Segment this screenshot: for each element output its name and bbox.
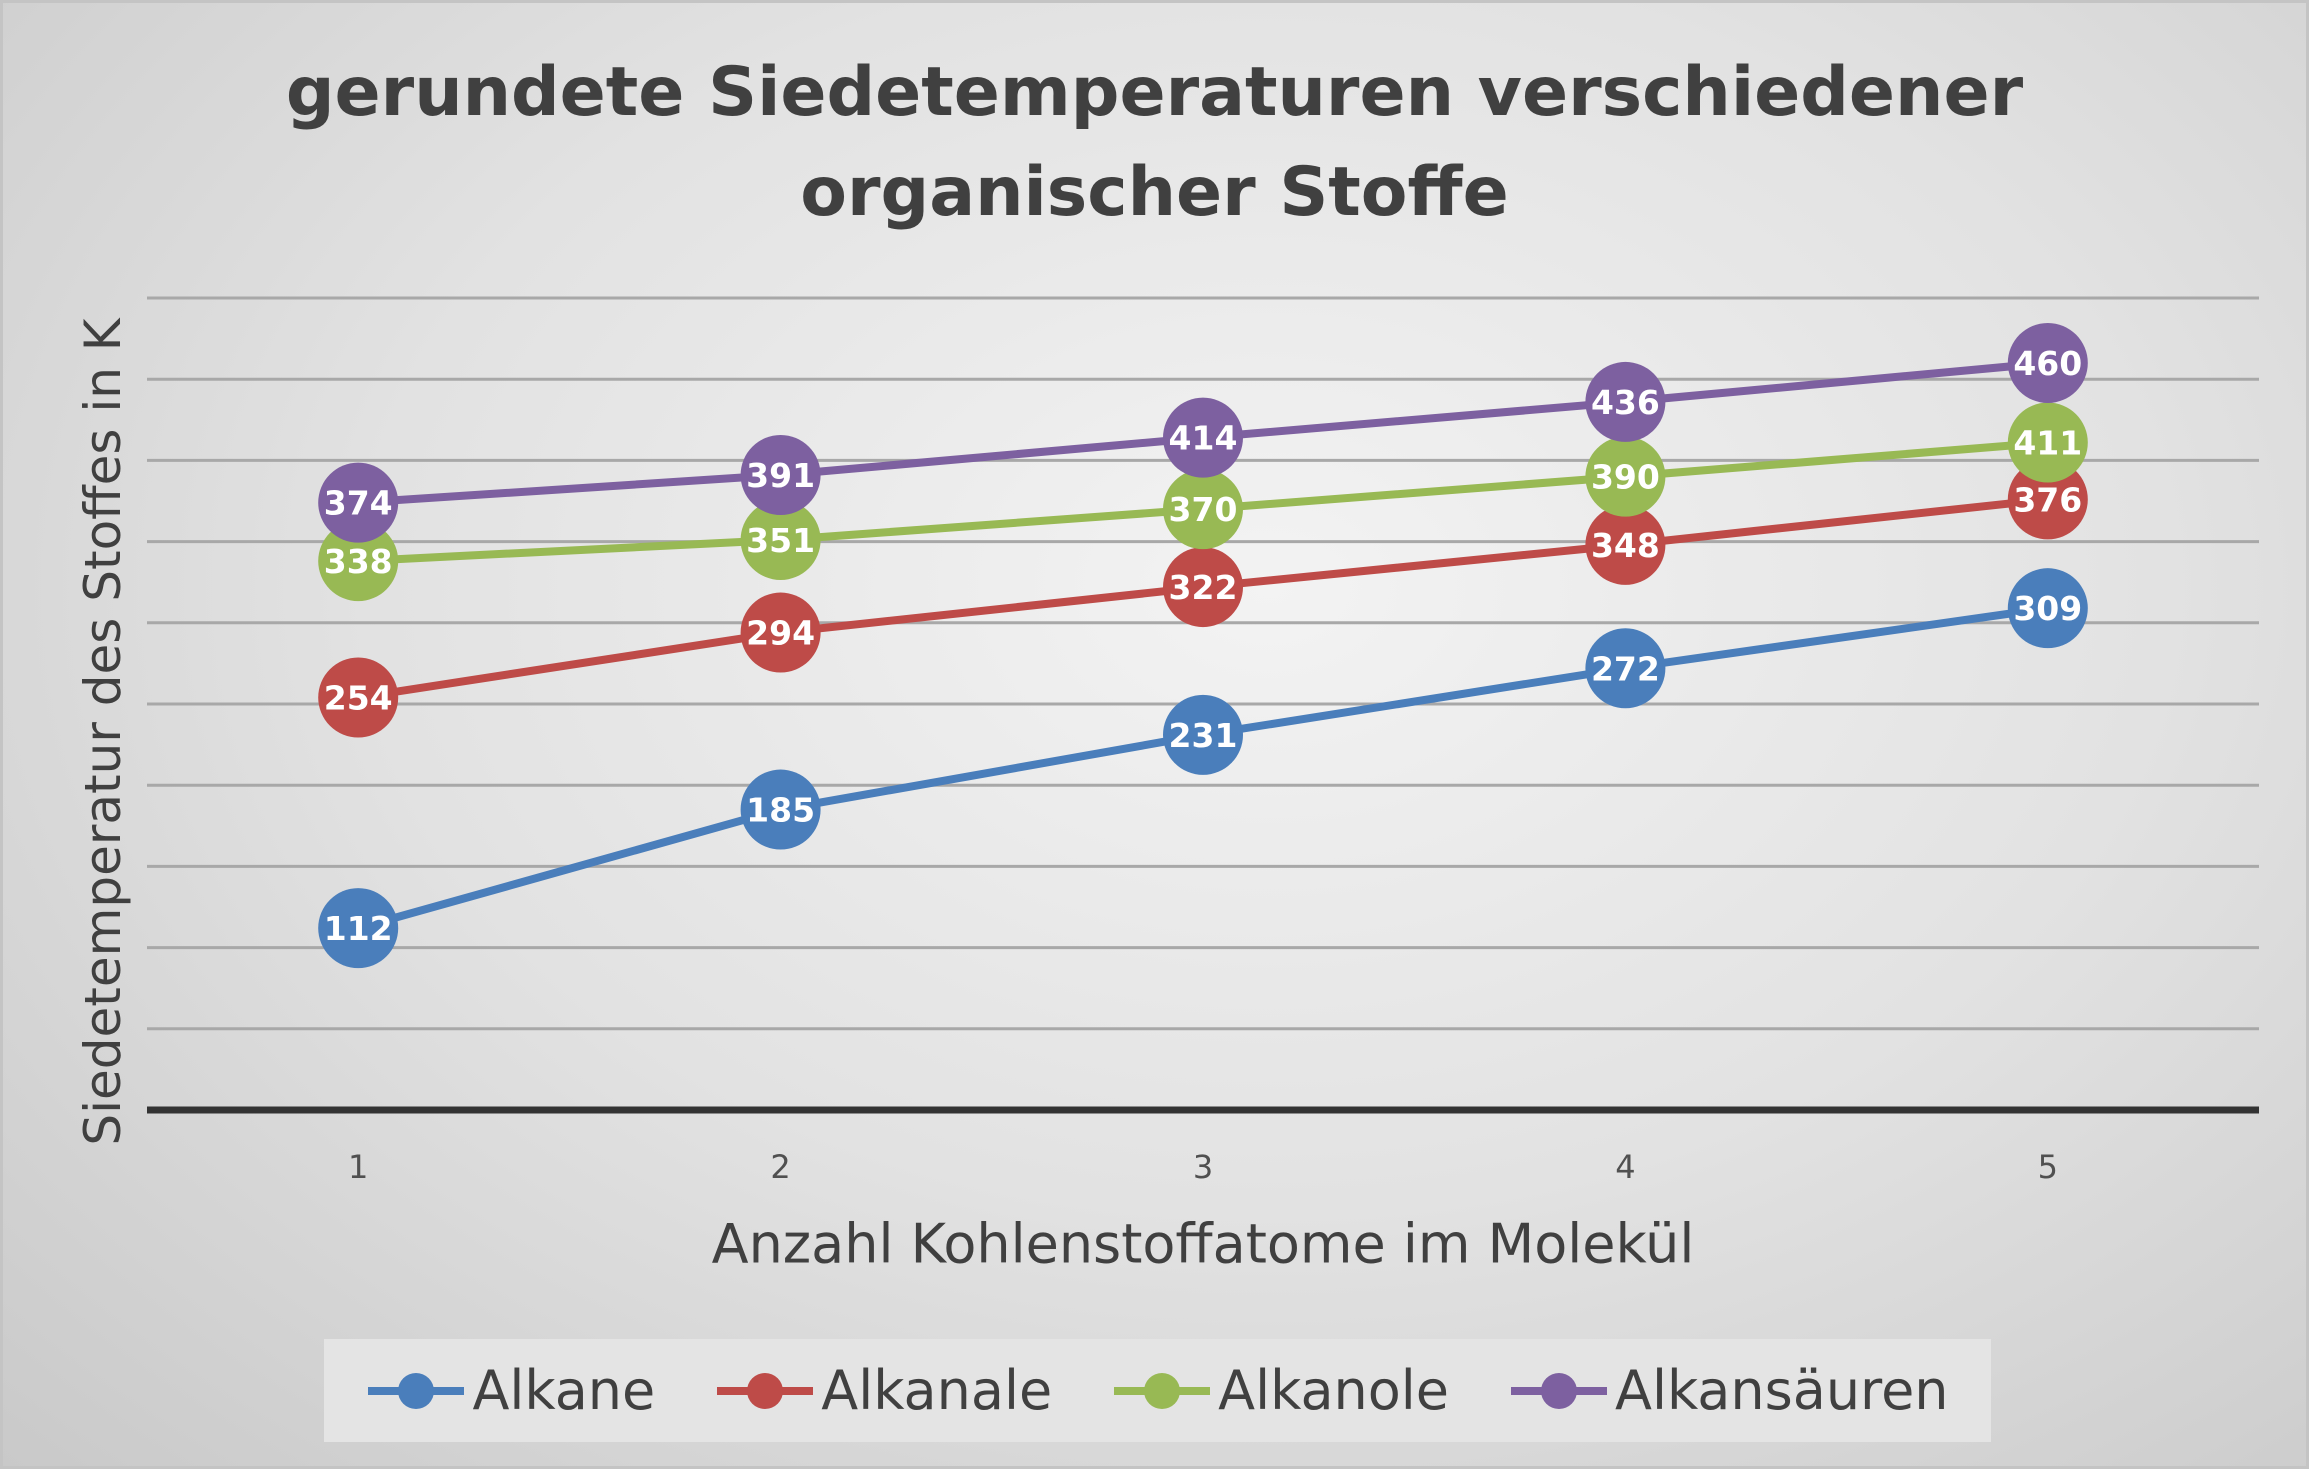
data-label: 351 [746, 521, 815, 560]
data-label: 436 [1591, 383, 1660, 422]
x-tick-label: 4 [1615, 1148, 1635, 1186]
data-point: 348 [1585, 504, 1666, 585]
legend: Alkane Alkanale Alkanole Alkansäuren [324, 1339, 1991, 1442]
data-label: 376 [2013, 480, 2082, 519]
data-marker [2007, 402, 2088, 483]
chart-title-line-2: organischer Stoffe [800, 153, 1509, 232]
data-marker [318, 888, 399, 969]
data-label: 414 [1169, 419, 1238, 458]
data-label: 460 [2013, 344, 2082, 383]
data-label: 370 [1169, 490, 1238, 529]
data-point: 374 [318, 462, 399, 543]
legend-label: Alkansäuren [1615, 1359, 1949, 1422]
data-label: 112 [324, 909, 393, 948]
x-tick-label: 1 [348, 1148, 368, 1186]
data-point: 185 [740, 769, 821, 850]
data-point: 338 [318, 521, 399, 602]
legend-label: Alkanole [1218, 1359, 1450, 1422]
data-point: 231 [1163, 694, 1243, 775]
plot-area: 1 2 3 4 5 112 185 231 272 309 254 294 322 348 376 338 35… [147, 296, 2259, 1186]
data-label: 348 [1591, 526, 1660, 565]
legend-dot [398, 1372, 435, 1409]
data-label: 390 [1591, 458, 1660, 497]
data-marker [740, 592, 821, 673]
data-point: 411 [2007, 402, 2088, 483]
chart-title-line-1: gerundete Siedetemperaturen verschiedene… [285, 53, 2024, 132]
legend-dot [747, 1372, 784, 1409]
legend-marker-icon [368, 1372, 465, 1409]
data-point: 376 [2007, 459, 2088, 540]
legend-dot [1541, 1372, 1578, 1409]
data-point: 436 [1585, 361, 1666, 442]
legend-item: Alkane [366, 1359, 655, 1422]
data-point: 391 [740, 435, 821, 516]
data-point: 112 [318, 888, 399, 969]
data-marker [740, 435, 821, 516]
x-tick-label: 5 [2038, 1148, 2058, 1186]
data-marker [2007, 459, 2088, 540]
data-point: 309 [2007, 568, 2088, 649]
chart-title: gerundete Siedetemperaturen verschiedene… [3, 43, 2306, 243]
data-marker [318, 657, 399, 738]
legend-dot [1144, 1372, 1181, 1409]
legend-item: Alkanole [1112, 1359, 1449, 1422]
data-label: 272 [1591, 649, 1660, 688]
data-marker [1163, 694, 1243, 775]
legend-item: Alkanale [715, 1359, 1052, 1422]
legend-label: Alkane [472, 1359, 656, 1422]
data-label: 391 [746, 456, 815, 495]
data-point: 414 [1163, 397, 1243, 478]
data-label: 185 [746, 791, 815, 830]
y-axis-label: Siedetemperatur des Stoffes in K [74, 318, 132, 1146]
data-marker [318, 521, 399, 602]
data-marker [1163, 469, 1243, 550]
data-marker [1585, 361, 1666, 442]
data-point: 460 [2007, 322, 2088, 403]
data-marker [1585, 436, 1666, 517]
data-marker [1585, 628, 1666, 709]
data-marker [1163, 547, 1243, 628]
legend-marker-icon [717, 1372, 814, 1409]
legend-item: Alkansäuren [1509, 1359, 1949, 1422]
data-point: 254 [318, 657, 399, 738]
data-point: 294 [740, 592, 821, 673]
legend-marker-icon [1114, 1372, 1211, 1409]
data-point: 322 [1163, 547, 1243, 628]
data-label: 374 [324, 484, 393, 523]
x-tick-label: 3 [1193, 1148, 1213, 1186]
data-label: 309 [2013, 589, 2082, 628]
data-label: 254 [324, 679, 393, 718]
data-point: 390 [1585, 436, 1666, 517]
data-point: 272 [1585, 628, 1666, 709]
data-marker [318, 462, 399, 543]
legend-label: Alkanale [821, 1359, 1053, 1422]
data-label: 231 [1169, 716, 1238, 755]
data-marker [740, 769, 821, 850]
x-tick-label: 2 [770, 1148, 790, 1186]
data-marker [740, 499, 821, 580]
data-label: 322 [1169, 568, 1238, 607]
data-point: 370 [1163, 469, 1243, 550]
data-label: 338 [324, 542, 393, 581]
data-point: 351 [740, 499, 821, 580]
data-marker [1163, 397, 1243, 478]
data-label: 411 [2013, 424, 2082, 463]
data-marker [1585, 504, 1666, 585]
data-marker [2007, 322, 2088, 403]
data-marker [2007, 568, 2088, 649]
x-axis-label: Anzahl Kohlenstoffatome im Molekül [711, 1212, 1695, 1276]
data-label: 294 [746, 614, 815, 653]
legend-marker-icon [1511, 1372, 1608, 1409]
